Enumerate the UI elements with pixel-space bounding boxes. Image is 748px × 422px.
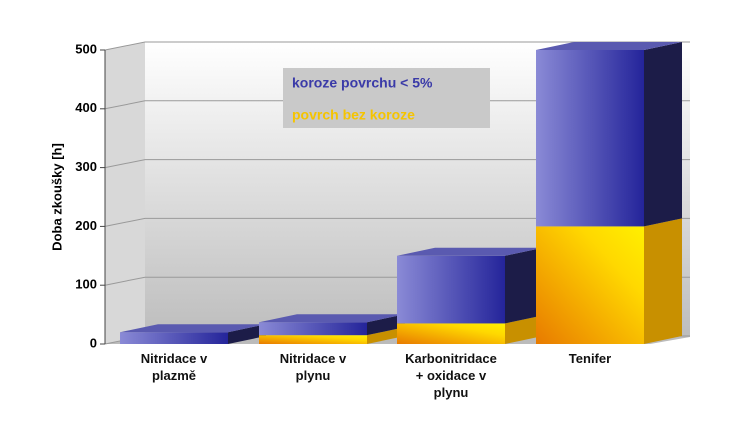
bar [259,322,367,336]
bar [120,332,228,344]
y-tick-label: 200 [75,218,97,233]
bar-side [505,315,543,344]
y-tick-label: 100 [75,277,97,292]
legend-label: koroze povrchu < 5% [292,75,433,91]
legend-box [283,68,490,128]
grid-line [104,159,690,169]
bar-top [536,42,682,50]
grid-line [104,100,690,110]
side-wall [105,42,145,344]
bar-top [259,314,405,323]
bar-side [644,42,682,227]
grid-line [104,217,690,227]
bar [259,335,367,344]
legend-label: povrch bez koroze [292,107,415,123]
grid-line [104,41,690,51]
x-tick-label: Nitridace v plazmě [140,351,208,383]
bar-side [367,327,405,344]
bar [536,50,644,227]
y-tick-label: 500 [75,41,97,56]
bar-side [505,247,543,324]
bar [397,323,505,344]
y-tick-label: 0 [90,335,97,350]
x-tick-label: Karbonitridace + oxidace v plynu [405,351,497,400]
bar [536,226,644,344]
bar-side [644,218,682,344]
y-axis-title: Doba zkoušky [h] [49,143,64,251]
bar-top [397,247,543,256]
bar-top [120,324,266,333]
y-tick-label: 400 [75,100,97,115]
bar [397,255,505,324]
bar-side [367,314,405,336]
y-tick-label: 300 [75,159,97,174]
bar-side [228,324,266,344]
x-tick-label: Nitridace v plynu [279,351,347,383]
x-tick-label: Tenifer [568,351,612,366]
